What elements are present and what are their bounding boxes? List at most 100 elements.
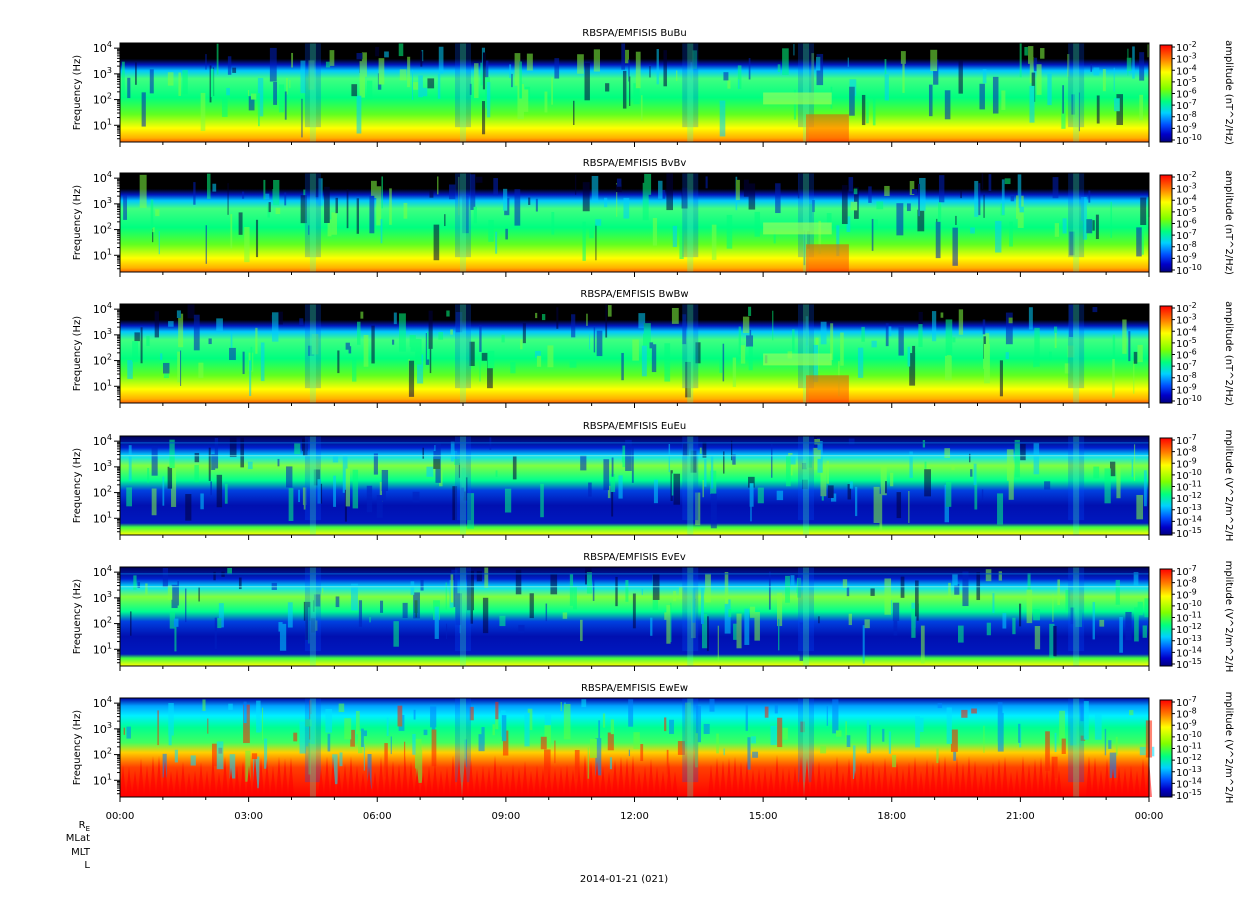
colorbar-tick-label: 10-11 [1176, 480, 1202, 494]
y-tick-label: 101 [93, 641, 112, 656]
y-tick-label: 104 [93, 564, 112, 579]
spectrogram-panel-2: RBSPA/EMFISIS BvBv 101 102 103 104 Frequency … [72, 158, 1234, 277]
colorbar-tick-label: 10-15 [1176, 657, 1202, 671]
y-tick-label: 103 [93, 66, 112, 81]
y-tick-label: 102 [93, 222, 112, 237]
colorbar-tick-label: 10-6 [1176, 348, 1197, 362]
y-tick-label: 102 [93, 485, 112, 500]
colorbar-tick-label: 10-3 [1176, 182, 1197, 196]
colorbar-tick-label: 10-9 [1176, 382, 1197, 396]
colorbar-tick-label: 10-4 [1176, 193, 1197, 207]
y-axis-label: Frequency (Hz) [72, 448, 83, 524]
colorbar-tick-label: 10-15 [1176, 526, 1202, 540]
colorbar-tick-label: 10-10 [1176, 730, 1202, 744]
colorbar-tick-label: 10-2 [1176, 170, 1197, 184]
y-tick-label: 104 [93, 170, 112, 185]
colorbar-tick-label: 10-7 [1176, 228, 1197, 242]
y-tick-label: 103 [93, 721, 112, 736]
panel-title: RBSPA/EMFISIS BwBw [580, 289, 688, 300]
colorbar-tick-label: 10-5 [1176, 75, 1197, 89]
colorbar-tick-label: 10-15 [1176, 788, 1202, 802]
panel-title: RBSPA/EMFISIS BvBv [583, 158, 687, 169]
colorbar-label: amplitude (nT^2/Hz) [1223, 170, 1234, 275]
spectrogram-texture [121, 43, 1149, 142]
colorbar-tick-label: 10-11 [1176, 742, 1202, 756]
colorbar-tick-label: 10-7 [1176, 359, 1197, 373]
colorbar-tick-label: 10-10 [1176, 599, 1202, 613]
colorbar-tick-label: 10-11 [1176, 611, 1202, 625]
y-tick-label: 103 [93, 196, 112, 211]
colorbar-tick-label: 10-2 [1176, 40, 1197, 54]
y-axis-label: Frequency (Hz) [72, 710, 83, 786]
colorbar-tick-label: 10-14 [1176, 645, 1202, 659]
spectrogram-panel-5: RBSPA/EMFISIS EvEv 101 102 103 104 Frequency … [72, 552, 1234, 672]
y-tick-label: 104 [93, 40, 112, 55]
colorbar-label: amplitude (nT^2/Hz) [1223, 301, 1234, 406]
colorbar-tick-label: 10-10 [1176, 263, 1202, 277]
colorbar [1159, 568, 1173, 667]
colorbar-tick-label: 10-10 [1176, 394, 1202, 408]
colorbar [1159, 699, 1173, 798]
y-tick-label: 104 [93, 695, 112, 710]
y-tick-label: 101 [93, 772, 112, 787]
position-label-l: L [84, 860, 90, 871]
colorbar-tick-label: 10-3 [1176, 52, 1197, 66]
x-tick-label: 18:00 [877, 811, 906, 822]
y-tick-label: 102 [93, 92, 112, 107]
spectrogram-panel-4: RBSPA/EMFISIS EuEu 101 102 103 104 Frequency … [72, 421, 1234, 541]
spectrogram-panel-6: RBSPA/EMFISIS EwEw 101 102 103 104 Frequency … [72, 683, 1234, 803]
colorbar-tick-label: 10-12 [1176, 622, 1202, 636]
y-tick-label: 101 [93, 378, 112, 393]
colorbar [1159, 44, 1173, 143]
y-tick-label: 101 [93, 247, 112, 262]
colorbar-tick-label: 10-7 [1176, 695, 1197, 709]
spectrogram-texture [120, 567, 1150, 666]
y-axis-label: Frequency (Hz) [72, 316, 83, 392]
x-tick-label: 21:00 [1006, 811, 1035, 822]
colorbar-tick-label: 10-4 [1176, 324, 1197, 338]
y-tick-label: 104 [93, 301, 112, 316]
y-tick-label: 104 [93, 433, 112, 448]
colorbar-tick-label: 10-2 [1176, 301, 1197, 315]
colorbar-tick-label: 10-13 [1176, 503, 1202, 517]
x-tick-label: 09:00 [491, 811, 520, 822]
y-axis-label: Frequency (Hz) [72, 579, 83, 655]
spectrogram-panel-1: RBSPA/EMFISIS BuBu 101 102 103 104 Frequency … [72, 28, 1234, 147]
x-tick-label: 15:00 [749, 811, 778, 822]
colorbar-tick-label: 10-8 [1176, 240, 1197, 254]
spectrogram-image [120, 436, 1149, 535]
colorbar-tick-label: 10-8 [1176, 707, 1197, 721]
date-label: 2014-01-21 (021) [579, 874, 669, 885]
panel-title: RBSPA/EMFISIS EvEv [583, 552, 686, 563]
y-tick-label: 102 [93, 747, 112, 762]
y-tick-label: 102 [93, 616, 112, 631]
position-label-mlat: MLat [65, 833, 90, 844]
x-tick-label: 00:00 [1135, 811, 1164, 822]
colorbar-tick-label: 10-8 [1176, 371, 1197, 385]
colorbar-tick-label: 10-5 [1176, 205, 1197, 219]
colorbar-tick-label: 10-9 [1176, 121, 1197, 135]
colorbar-tick-label: 10-8 [1176, 445, 1197, 459]
colorbar-tick-label: 10-4 [1176, 63, 1197, 77]
colorbar-tick-label: 10-5 [1176, 336, 1197, 350]
colorbar-tick-label: 10-12 [1176, 753, 1202, 767]
colorbar-tick-label: 10-9 [1176, 587, 1197, 601]
colorbar-tick-label: 10-9 [1176, 718, 1197, 732]
colorbar-label: amplitude (nT^2/Hz) [1223, 40, 1234, 145]
colorbar-tick-label: 10-8 [1176, 576, 1197, 590]
colorbar-tick-label: 10-10 [1176, 468, 1202, 482]
colorbar-tick-label: 10-3 [1176, 313, 1197, 327]
colorbar-tick-label: 10-12 [1176, 491, 1202, 505]
panel-title: RBSPA/EMFISIS BuBu [582, 28, 686, 39]
colorbar-tick-label: 10-7 [1176, 98, 1197, 112]
colorbar-tick-label: 10-8 [1176, 110, 1197, 124]
colorbar-tick-label: 10-6 [1176, 87, 1197, 101]
y-axis-label: Frequency (Hz) [72, 55, 83, 131]
y-tick-label: 101 [93, 510, 112, 525]
spectrogram-texture [120, 436, 1149, 535]
colorbar-tick-label: 10-9 [1176, 456, 1197, 470]
position-label-re: RE [78, 820, 90, 833]
y-axis-label: Frequency (Hz) [72, 185, 83, 261]
colorbar-tick-label: 10-7 [1176, 433, 1197, 447]
